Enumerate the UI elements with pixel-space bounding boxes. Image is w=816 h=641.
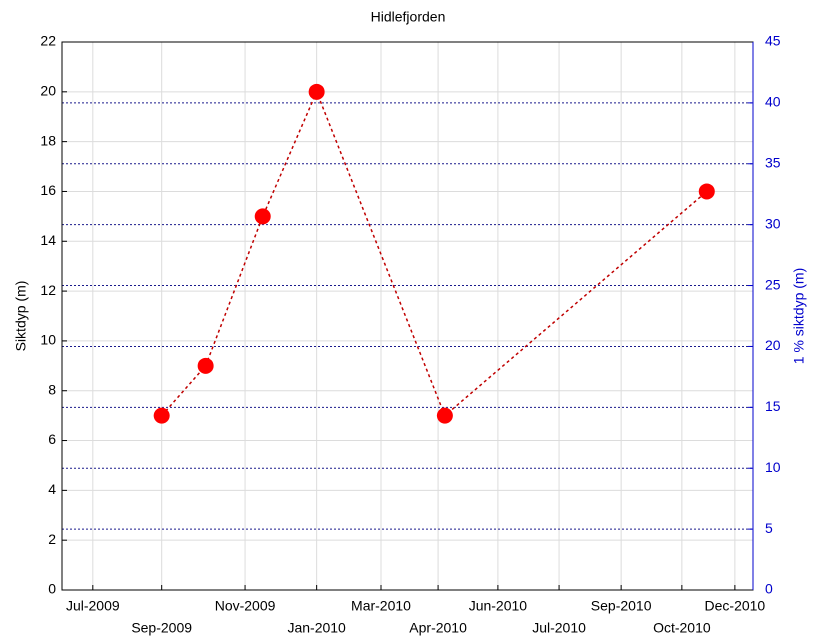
- y2-tick-label: 35: [765, 154, 781, 170]
- series-line: [161, 89, 708, 417]
- data-point: [153, 407, 170, 424]
- data-point: [197, 357, 214, 374]
- y-tick-label: 22: [40, 33, 56, 49]
- y-axis-label: Siktdyp (m): [13, 281, 29, 352]
- y-tick-label: 20: [40, 83, 56, 99]
- x-tick-label: Jun-2010: [469, 598, 528, 614]
- y-tick-label: 18: [40, 132, 56, 148]
- y-tick-label: 2: [48, 531, 56, 547]
- y-tick-label: 0: [48, 581, 56, 597]
- y2-tick-label: 5: [765, 520, 773, 536]
- y2-tick-label: 45: [765, 33, 781, 49]
- y2-tick-label: 40: [765, 94, 781, 110]
- x-tick-label: Jul-2010: [532, 620, 586, 636]
- chart-title: Hidlefjorden: [371, 9, 446, 25]
- y2-tick-label: 0: [765, 581, 773, 597]
- x-tick-label: Apr-2010: [409, 620, 467, 636]
- y-tick-label: 16: [40, 182, 56, 198]
- x-tick-label: Dec-2010: [705, 598, 766, 614]
- y2-tick-label: 25: [765, 276, 781, 292]
- data-point: [254, 208, 271, 225]
- x-tick-label: Sep-2009: [131, 620, 192, 636]
- x-tick-label: Oct-2010: [653, 620, 711, 636]
- y2-tick-label: 15: [765, 398, 781, 414]
- y-tick-label: 10: [40, 332, 56, 348]
- y2-tick-label: 30: [765, 215, 781, 231]
- y-tick-label: 12: [40, 282, 56, 298]
- plot-frame: [61, 41, 754, 591]
- y2-tick-label: 10: [765, 459, 781, 475]
- x-tick-label: Mar-2010: [351, 598, 411, 614]
- data-point: [308, 83, 325, 100]
- x-tick-label: Sep-2010: [591, 598, 652, 614]
- y-tick-label: 8: [48, 381, 56, 397]
- x-tick-label: Nov-2009: [215, 598, 276, 614]
- y2-tick-label: 20: [765, 337, 781, 353]
- data-point: [436, 407, 453, 424]
- y-tick-label: 14: [40, 232, 56, 248]
- y-tick-label: 6: [48, 431, 56, 447]
- x-tick-label: Jan-2010: [287, 620, 346, 636]
- data-point: [698, 183, 715, 200]
- y2-axis-label: 1 % siktdyp (m): [791, 268, 807, 364]
- x-tick-label: Jul-2009: [66, 598, 120, 614]
- y-tick-label: 4: [48, 481, 56, 497]
